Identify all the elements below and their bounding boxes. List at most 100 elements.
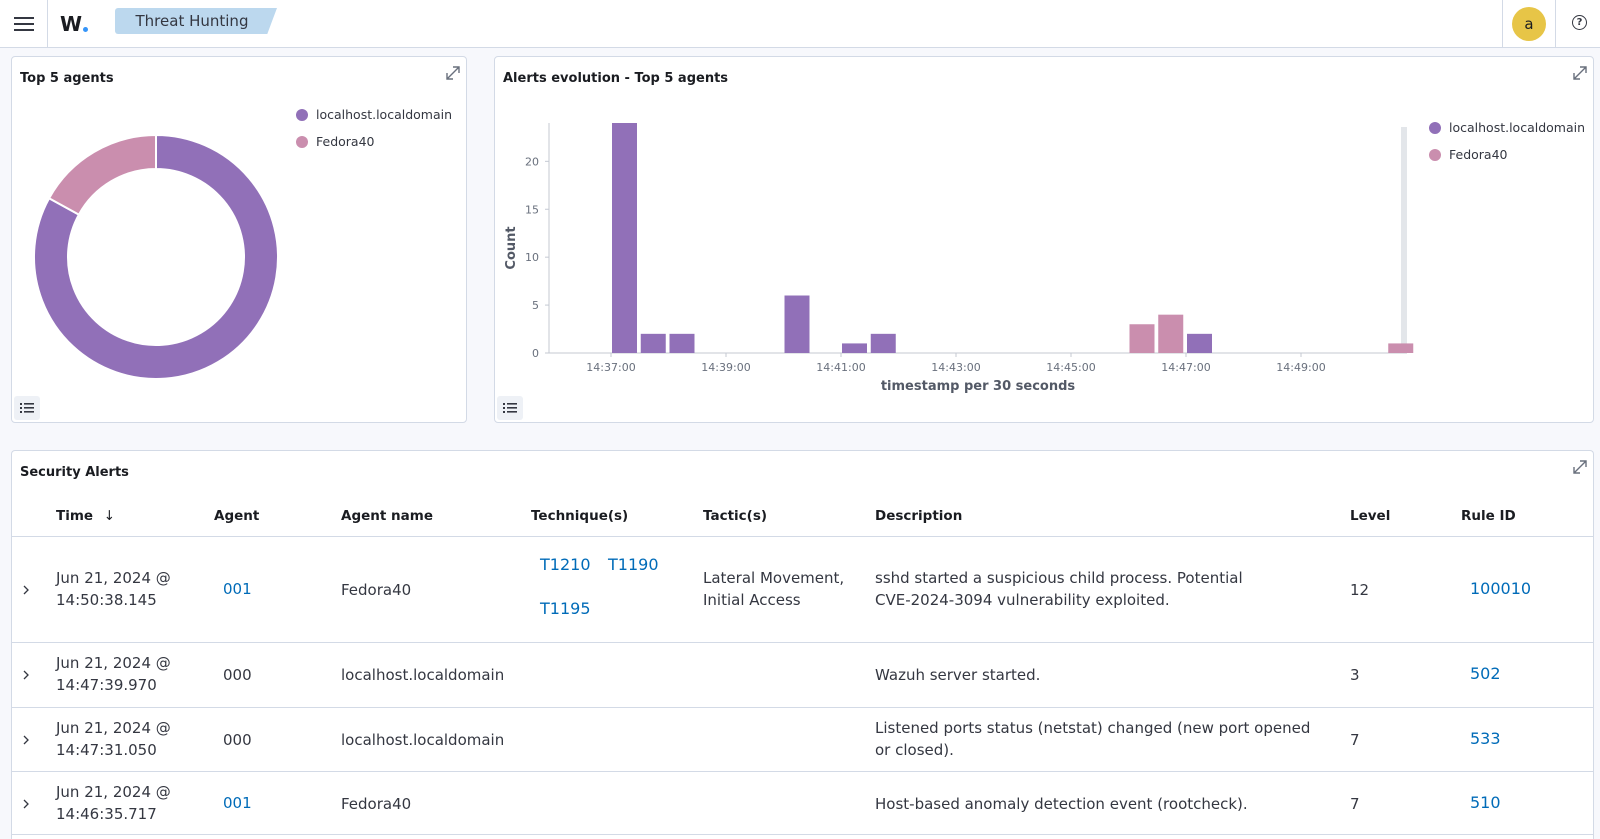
rule-id-link[interactable]: 100010 [1470, 579, 1532, 598]
rule-id-link[interactable]: 510 [1470, 793, 1501, 812]
agent-id-link[interactable]: 001 [223, 794, 252, 812]
menu-button[interactable] [0, 0, 48, 47]
table-row[interactable]: Jun 21, 2024 @ 14:47:39.970 000 localhos… [11, 642, 1593, 707]
time-clock: 14:50:38.145 [56, 591, 157, 609]
x-tick-label: 14:49:00 [1276, 361, 1325, 374]
panel-title: Security Alerts [20, 465, 129, 480]
legend-toggle-button[interactable] [14, 396, 40, 420]
time-date: Jun 21, 2024 @ [56, 719, 171, 737]
bar-localhost-localdomain[interactable] [640, 333, 666, 353]
time-cell: Jun 21, 2024 @ 14:47:31.050 [56, 717, 171, 761]
description-text: or closed). [875, 741, 954, 759]
column-header-agent[interactable]: Agent [214, 508, 260, 524]
description-text: CVE-2024-3094 vulnerability exploited. [875, 591, 1170, 609]
legend-item-fedora40[interactable]: Fedora40 [296, 134, 374, 149]
bar-fedora40[interactable] [1158, 314, 1184, 353]
bar-fedora40[interactable] [1388, 343, 1414, 353]
description-text: Host-based anomaly detection event (root… [875, 795, 1248, 813]
bar-localhost-localdomain[interactable] [870, 333, 896, 353]
user-menu: a [1502, 0, 1556, 47]
x-tick-label: 14:37:00 [586, 361, 635, 374]
column-header-techniques[interactable]: Technique(s) [531, 508, 629, 524]
bar-localhost-localdomain[interactable] [784, 295, 810, 354]
donut-chart [33, 133, 279, 380]
column-header-description[interactable]: Description [875, 508, 963, 524]
legend-toggle-button[interactable] [497, 396, 523, 420]
agent-name-cell: Fedora40 [341, 795, 412, 813]
description-cell: Host-based anomaly detection event (root… [875, 793, 1248, 815]
avatar[interactable]: a [1512, 6, 1546, 41]
technique-link[interactable]: T1190 [608, 555, 659, 574]
list-icon [20, 403, 34, 413]
level-cell: 3 [1350, 666, 1360, 684]
donut-slice-fedora40[interactable] [47, 133, 157, 216]
current-time-marker [1401, 127, 1407, 353]
help-icon[interactable]: ? [1572, 15, 1587, 30]
agent-name-cell: localhost.localdomain [341, 731, 505, 749]
expand-icon[interactable] [1570, 457, 1590, 477]
column-header-time[interactable]: Time ↓ [56, 508, 115, 524]
legend-item-fedora40[interactable]: Fedora40 [1429, 147, 1507, 162]
rule-id-link[interactable]: 502 [1470, 664, 1501, 683]
column-header-agent-name[interactable]: Agent name [341, 508, 433, 524]
column-header-level[interactable]: Level [1350, 508, 1391, 524]
tactic-text: Initial Access [703, 591, 801, 609]
column-header-rule-id[interactable]: Rule ID [1461, 508, 1516, 524]
chevron-right-icon[interactable] [21, 585, 31, 595]
time-clock: 14:47:31.050 [56, 741, 157, 759]
bar-localhost-localdomain[interactable] [612, 123, 637, 353]
technique-link[interactable]: T1210 [540, 555, 591, 574]
description-cell: Wazuh server started. [875, 664, 1040, 686]
level-cell: 7 [1350, 731, 1360, 749]
level-cell: 7 [1350, 795, 1360, 813]
chevron-right-icon[interactable] [21, 735, 31, 745]
expand-icon[interactable] [443, 63, 463, 83]
legend-label: Fedora40 [1449, 147, 1508, 162]
chevron-right-icon[interactable] [21, 799, 31, 809]
sort-arrow-down-icon: ↓ [103, 508, 116, 524]
x-tick-label: 14:41:00 [816, 361, 865, 374]
agent-id-cell: 000 [223, 731, 252, 749]
agent-id-link[interactable]: 001 [223, 580, 252, 598]
legend-label: localhost.localdomain [316, 107, 453, 122]
tactics-cell: Lateral Movement, Initial Access [703, 567, 844, 611]
table-row[interactable]: Jun 21, 2024 @ 14:50:38.145 001 Fedora40… [11, 536, 1593, 642]
hamburger-icon [13, 16, 34, 31]
chevron-right-icon[interactable] [21, 670, 31, 680]
legend-swatch-icon [296, 108, 308, 121]
legend-item-localhost-localdomain[interactable]: localhost.localdomain [296, 107, 452, 122]
expand-icon[interactable] [1570, 63, 1590, 83]
time-date: Jun 21, 2024 @ [56, 783, 171, 801]
bar-localhost-localdomain[interactable] [1187, 333, 1212, 353]
breadcrumb-threat-hunting[interactable]: Threat Hunting [115, 8, 277, 34]
level-cell: 12 [1350, 581, 1370, 599]
bar-localhost-localdomain[interactable] [842, 343, 867, 353]
alerts-evolution-panel: Alerts evolution - Top 5 agents 0 5 10 15 20… [494, 56, 1594, 423]
top-bar: W Threat Hunting a ? [0, 0, 1600, 48]
security-alerts-panel: Security Alerts [11, 450, 1594, 839]
agent-name-cell: Fedora40 [341, 581, 412, 599]
rule-id-link[interactable]: 533 [1470, 729, 1501, 748]
x-tick-label: 14:47:00 [1161, 361, 1210, 374]
time-date: Jun 21, 2024 @ [56, 569, 171, 587]
time-cell: Jun 21, 2024 @ 14:46:35.717 [56, 781, 171, 825]
description-text: Wazuh server started. [875, 666, 1041, 684]
logo-dot-icon [83, 26, 89, 32]
top-agents-panel: Top 5 agents localhost.localdomain Fedora… [11, 56, 467, 423]
legend-label: Fedora40 [316, 134, 375, 149]
table-row[interactable]: Jun 21, 2024 @ 14:46:35.717 001 Fedora40… [11, 771, 1593, 835]
donut-slice-localhost-localdomain[interactable] [33, 133, 279, 380]
column-header-tactics[interactable]: Tactic(s) [703, 508, 768, 524]
table-row[interactable]: Jun 21, 2024 @ 14:47:31.050 000 localhos… [11, 707, 1593, 771]
bar-fedora40[interactable] [1129, 324, 1155, 353]
technique-link[interactable]: T1195 [540, 599, 591, 618]
wazuh-logo[interactable]: W [48, 0, 100, 47]
panel-title: Top 5 agents [20, 71, 114, 86]
legend-item-localhost-localdomain[interactable]: localhost.localdomain [1429, 120, 1585, 135]
bar-localhost-localdomain[interactable] [669, 333, 695, 353]
time-cell: Jun 21, 2024 @ 14:50:38.145 [56, 567, 171, 611]
y-tick-label: 10 [525, 251, 539, 264]
logo-text: W [59, 11, 83, 36]
time-cell: Jun 21, 2024 @ 14:47:39.970 [56, 652, 171, 696]
agent-name-cell: localhost.localdomain [341, 666, 505, 684]
